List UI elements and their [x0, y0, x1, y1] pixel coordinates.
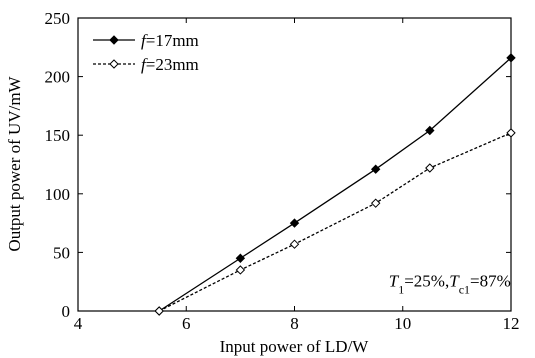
- tick-labels: 4 6 8 10 12 0 50 100 150 200 250: [45, 9, 520, 333]
- data-point: [370, 198, 381, 208]
- x-tick-label: 6: [182, 314, 191, 333]
- x-axis-label: Input power of LD/W: [220, 337, 370, 356]
- axis-ticks: [77, 17, 512, 312]
- series-2: [154, 128, 516, 316]
- y-tick-label: 150: [45, 126, 71, 145]
- x-tick-label: 8: [290, 314, 299, 333]
- y-tick-label: 200: [45, 68, 71, 87]
- data-point: [425, 125, 435, 136]
- data-point: [289, 218, 300, 228]
- series-layer: [154, 53, 516, 316]
- data-point: [154, 306, 164, 316]
- data-point: [370, 164, 381, 174]
- y-tick-label: 50: [53, 243, 70, 262]
- data-point: [289, 239, 300, 249]
- y-tick-label: 250: [45, 9, 71, 28]
- series-line: [158, 57, 512, 312]
- data-point: [425, 163, 435, 173]
- data-point: [235, 253, 246, 263]
- legend: f=17mm f=23mm: [93, 31, 199, 74]
- y-tick-label: 0: [62, 302, 71, 321]
- annotation-text: T1=25%,Tc1=87%: [389, 272, 511, 297]
- x-tick-label: 10: [394, 314, 411, 333]
- legend-item-2: f=23mm: [93, 55, 199, 74]
- legend-label: f=23mm: [141, 55, 199, 74]
- y-tick-label: 100: [45, 185, 71, 204]
- legend-label: f=17mm: [141, 31, 199, 50]
- data-point: [506, 128, 516, 138]
- series-1: [154, 53, 516, 316]
- series-line: [158, 132, 512, 312]
- legend-item-1: f=17mm: [93, 31, 199, 50]
- data-point: [506, 53, 516, 63]
- y-axis-label: Output power of UV/mW: [5, 75, 24, 251]
- data-point: [235, 265, 246, 275]
- legend-marker: [109, 35, 119, 45]
- legend-marker: [109, 59, 119, 69]
- x-tick-label: 4: [74, 314, 83, 333]
- x-tick-label: 12: [503, 314, 520, 333]
